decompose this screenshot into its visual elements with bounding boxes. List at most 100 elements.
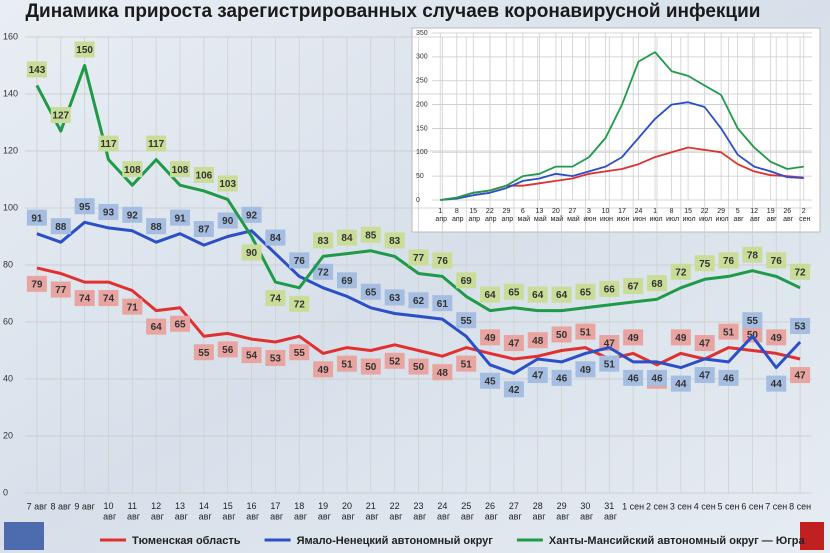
value-label-box	[289, 252, 310, 269]
value-label: 45	[484, 376, 496, 387]
y-tick-label: 350	[416, 30, 428, 37]
value-label: 55	[198, 348, 210, 359]
value-label: 52	[389, 356, 401, 367]
value-label: 51	[604, 359, 616, 370]
value-label: 51	[723, 327, 735, 338]
value-label: 44	[675, 379, 687, 390]
series-line	[36, 266, 801, 367]
value-label: 88	[151, 222, 163, 233]
value-label-box	[384, 232, 405, 249]
value-label-box	[790, 317, 811, 334]
value-label-box	[742, 246, 763, 263]
value-label-box	[289, 344, 310, 361]
x-tick-label: 22 июл	[697, 208, 712, 223]
value-label: 51	[580, 327, 592, 338]
value-label-box	[50, 218, 71, 235]
value-label-box	[575, 323, 596, 340]
value-label-box	[98, 135, 119, 152]
y-tick-label: 80	[3, 259, 13, 269]
value-label: 72	[318, 267, 330, 278]
value-label: 49	[771, 333, 783, 344]
x-tick-label: 17 июн	[615, 208, 630, 223]
value-label: 143	[29, 65, 46, 76]
value-label-box	[241, 244, 262, 261]
x-tick-label: 30 авг	[578, 501, 594, 521]
value-label-box	[146, 318, 167, 335]
value-label: 49	[675, 333, 687, 344]
value-label: 76	[437, 256, 449, 267]
value-label-box	[408, 358, 429, 375]
value-label: 76	[294, 256, 306, 267]
value-label-box	[670, 263, 691, 280]
y-tick-label: 100	[416, 149, 428, 156]
value-label: 88	[55, 222, 67, 233]
value-label: 84	[341, 233, 353, 244]
series-line	[440, 51, 804, 201]
value-label: 63	[389, 293, 401, 304]
x-tick-label: 5 сен	[718, 501, 740, 511]
x-tick-label: 1 июл	[648, 208, 663, 223]
value-label-box	[456, 272, 477, 289]
value-label-box	[336, 229, 357, 246]
value-label: 72	[294, 299, 306, 310]
value-label: 65	[508, 287, 520, 298]
x-tick-label: 8 авг	[50, 501, 71, 511]
x-tick-label: 26 авг	[781, 208, 794, 223]
value-label: 47	[699, 339, 711, 350]
value-label-box	[217, 341, 238, 358]
value-label-box	[718, 323, 739, 340]
value-label: 90	[246, 248, 258, 259]
value-label: 106	[196, 171, 213, 182]
value-label-box	[74, 41, 95, 58]
value-label-box	[503, 283, 524, 300]
value-label: 64	[151, 322, 163, 333]
value-label: 46	[651, 374, 663, 385]
value-label-box	[408, 292, 429, 309]
value-label-box	[503, 381, 524, 398]
y-tick-label: 0	[416, 197, 420, 204]
value-label: 69	[461, 276, 473, 287]
value-label: 50	[556, 330, 568, 341]
value-label: 108	[172, 165, 189, 176]
value-label-box	[74, 290, 95, 307]
x-tick-label: 7 сен	[765, 501, 787, 511]
value-label: 65	[580, 287, 592, 298]
value-label-box	[265, 349, 286, 366]
value-label-box	[289, 295, 310, 312]
x-tick-label: 16 авг	[244, 501, 260, 521]
value-label-box	[480, 372, 501, 389]
x-tick-label: 3 сен	[670, 501, 692, 511]
value-label: 44	[771, 379, 783, 390]
x-tick-label: 10 июн	[598, 208, 613, 223]
value-label-box	[456, 355, 477, 372]
value-label: 91	[174, 213, 186, 224]
x-tick-label: 12 авг	[148, 501, 164, 521]
value-label: 53	[795, 322, 807, 333]
value-label-box	[599, 355, 620, 372]
series-line	[440, 101, 804, 201]
x-tick-label: 6 май	[516, 208, 531, 223]
value-label-box	[503, 335, 524, 352]
value-label: 76	[723, 256, 735, 267]
x-tick-label: 13 май	[532, 208, 547, 223]
value-label-box	[646, 369, 667, 386]
value-label-box	[193, 344, 214, 361]
value-label: 74	[79, 294, 91, 305]
x-tick-label: 20 май	[549, 208, 564, 223]
x-tick-label: 12 авг	[748, 208, 761, 223]
value-label-box	[74, 198, 95, 215]
value-label-box	[599, 280, 620, 297]
value-label-box	[551, 286, 572, 303]
x-tick-label: 29 авг	[554, 501, 570, 521]
y-tick-label: 140	[3, 88, 18, 98]
value-label-box	[360, 358, 381, 375]
value-label: 95	[79, 202, 91, 213]
x-tick-label: 8 июл	[664, 208, 679, 223]
y-tick-label: 0	[3, 487, 8, 497]
value-label: 51	[461, 359, 473, 370]
x-tick-label: 27 май	[565, 208, 580, 223]
series-line	[35, 64, 801, 313]
x-tick-label: 24 июн	[631, 208, 646, 223]
value-label-box	[480, 329, 501, 346]
value-label: 91	[31, 213, 43, 224]
